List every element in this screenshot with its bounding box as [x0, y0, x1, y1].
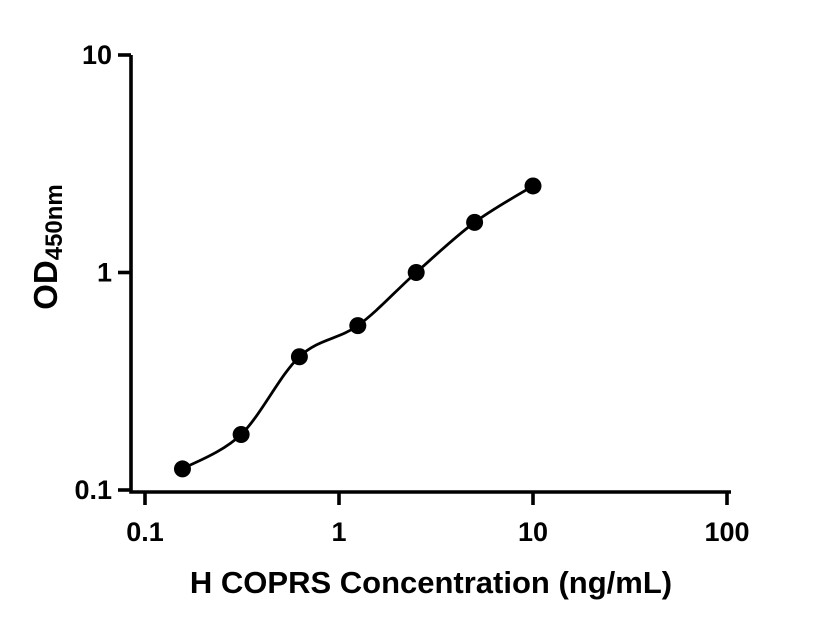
x-tick-label: 1: [331, 517, 346, 547]
x-tick-label: 0.1: [126, 517, 164, 547]
x-tick-label: 10: [518, 517, 548, 547]
y-tick-label: 0.1: [74, 475, 112, 505]
y-axis-title: OD 450nm: [27, 184, 68, 310]
y-tick-label: 1: [97, 258, 112, 288]
data-point: [466, 213, 484, 231]
axes-frame: [129, 55, 731, 494]
data-point: [173, 460, 191, 478]
x-tick-label: 100: [704, 517, 749, 547]
y-axis-title-subscript: 450nm: [41, 184, 68, 261]
data-point: [290, 348, 308, 366]
data-point: [232, 425, 250, 443]
x-axis-title: H COPRS Concentration (ng/mL): [189, 565, 673, 600]
data-point: [407, 264, 425, 281]
data-point: [524, 177, 542, 195]
data-point: [349, 317, 367, 335]
y-axis-title-main: OD: [27, 260, 64, 310]
y-tick-label: 10: [82, 40, 112, 70]
